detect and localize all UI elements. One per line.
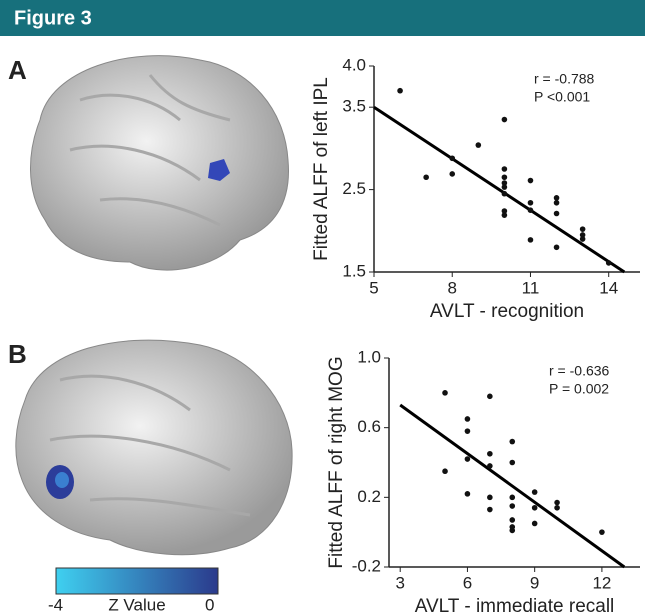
- point: [554, 505, 560, 511]
- point: [487, 507, 493, 513]
- x-tick-label: 11: [522, 278, 540, 297]
- point: [606, 260, 612, 266]
- point: [465, 456, 471, 462]
- point: [554, 244, 560, 250]
- y-tick-label: 1.5: [342, 261, 366, 280]
- point: [532, 489, 538, 495]
- point: [502, 212, 508, 218]
- x-tick-label: 3: [395, 573, 404, 592]
- point: [397, 88, 403, 94]
- point: [528, 178, 534, 184]
- point: [532, 505, 538, 511]
- y-tick-label: -0.2: [352, 556, 381, 575]
- y-tick-label: 0.6: [357, 417, 381, 436]
- x-tick-label: 14: [599, 278, 618, 297]
- point: [465, 491, 471, 497]
- x-tick-label: 6: [463, 573, 472, 592]
- y-axis-label: Fitted ALFF of left IPL: [311, 77, 332, 261]
- colorbar: [56, 568, 218, 594]
- y-tick-label: 2.5: [342, 179, 366, 198]
- point: [580, 236, 586, 242]
- brain-image: [16, 340, 292, 555]
- point: [442, 468, 448, 474]
- annotation: P <0.001: [534, 89, 590, 105]
- colorbar-label: Z Value: [108, 595, 165, 614]
- x-tick-label: 9: [530, 573, 539, 592]
- point: [449, 171, 455, 177]
- point: [487, 451, 493, 457]
- point: [528, 200, 534, 206]
- header-bar: [0, 0, 645, 36]
- point: [509, 439, 515, 445]
- point: [554, 500, 560, 506]
- y-tick-label: 1.0: [357, 347, 381, 366]
- colorbar-tick: -4: [48, 595, 63, 614]
- point: [528, 207, 534, 213]
- x-tick-label: 5: [369, 278, 378, 297]
- y-tick-label: 0.2: [357, 487, 381, 506]
- point: [509, 460, 515, 466]
- y-tick-label: 3.5: [342, 97, 366, 116]
- point: [554, 211, 560, 217]
- colorbar-tick: 0: [205, 595, 214, 614]
- point: [509, 495, 515, 501]
- point: [502, 191, 508, 197]
- point: [554, 195, 560, 201]
- point: [580, 226, 586, 232]
- point: [509, 503, 515, 509]
- annotation: r = -0.788: [534, 71, 595, 87]
- point: [423, 174, 429, 180]
- figure-title: Figure 3: [14, 7, 92, 29]
- x-axis-label: AVLT - immediate recall: [415, 596, 615, 616]
- point: [509, 528, 515, 534]
- point: [465, 416, 471, 422]
- point: [487, 463, 493, 469]
- y-axis-label: Fitted ALFF of right MOG: [326, 356, 347, 568]
- point: [449, 155, 455, 161]
- y-tick-label: 4.0: [342, 55, 366, 74]
- x-tick-label: 12: [592, 573, 611, 592]
- point: [599, 529, 605, 535]
- figure: Figure 3 A B -4 Z Value 0 1.5 2.5 3.5 4.0 5 8…: [0, 0, 645, 616]
- point: [476, 142, 482, 148]
- annotation: r = -0.636: [549, 363, 610, 379]
- panel-label: B: [8, 339, 27, 369]
- fit-line: [400, 405, 624, 567]
- point: [528, 237, 534, 243]
- x-tick-label: 8: [448, 278, 457, 297]
- point: [465, 428, 471, 434]
- point: [502, 184, 508, 190]
- panel-label: A: [8, 55, 27, 85]
- annotation: P = 0.002: [549, 381, 609, 397]
- point: [554, 200, 560, 206]
- point: [502, 117, 508, 123]
- x-axis-label: AVLT - recognition: [430, 301, 584, 322]
- point: [509, 517, 515, 523]
- point: [487, 495, 493, 501]
- point: [442, 390, 448, 396]
- point: [502, 166, 508, 172]
- fit-line: [374, 107, 624, 272]
- point: [502, 174, 508, 180]
- point: [487, 394, 493, 400]
- brain-image: [30, 56, 288, 270]
- point: [532, 521, 538, 527]
